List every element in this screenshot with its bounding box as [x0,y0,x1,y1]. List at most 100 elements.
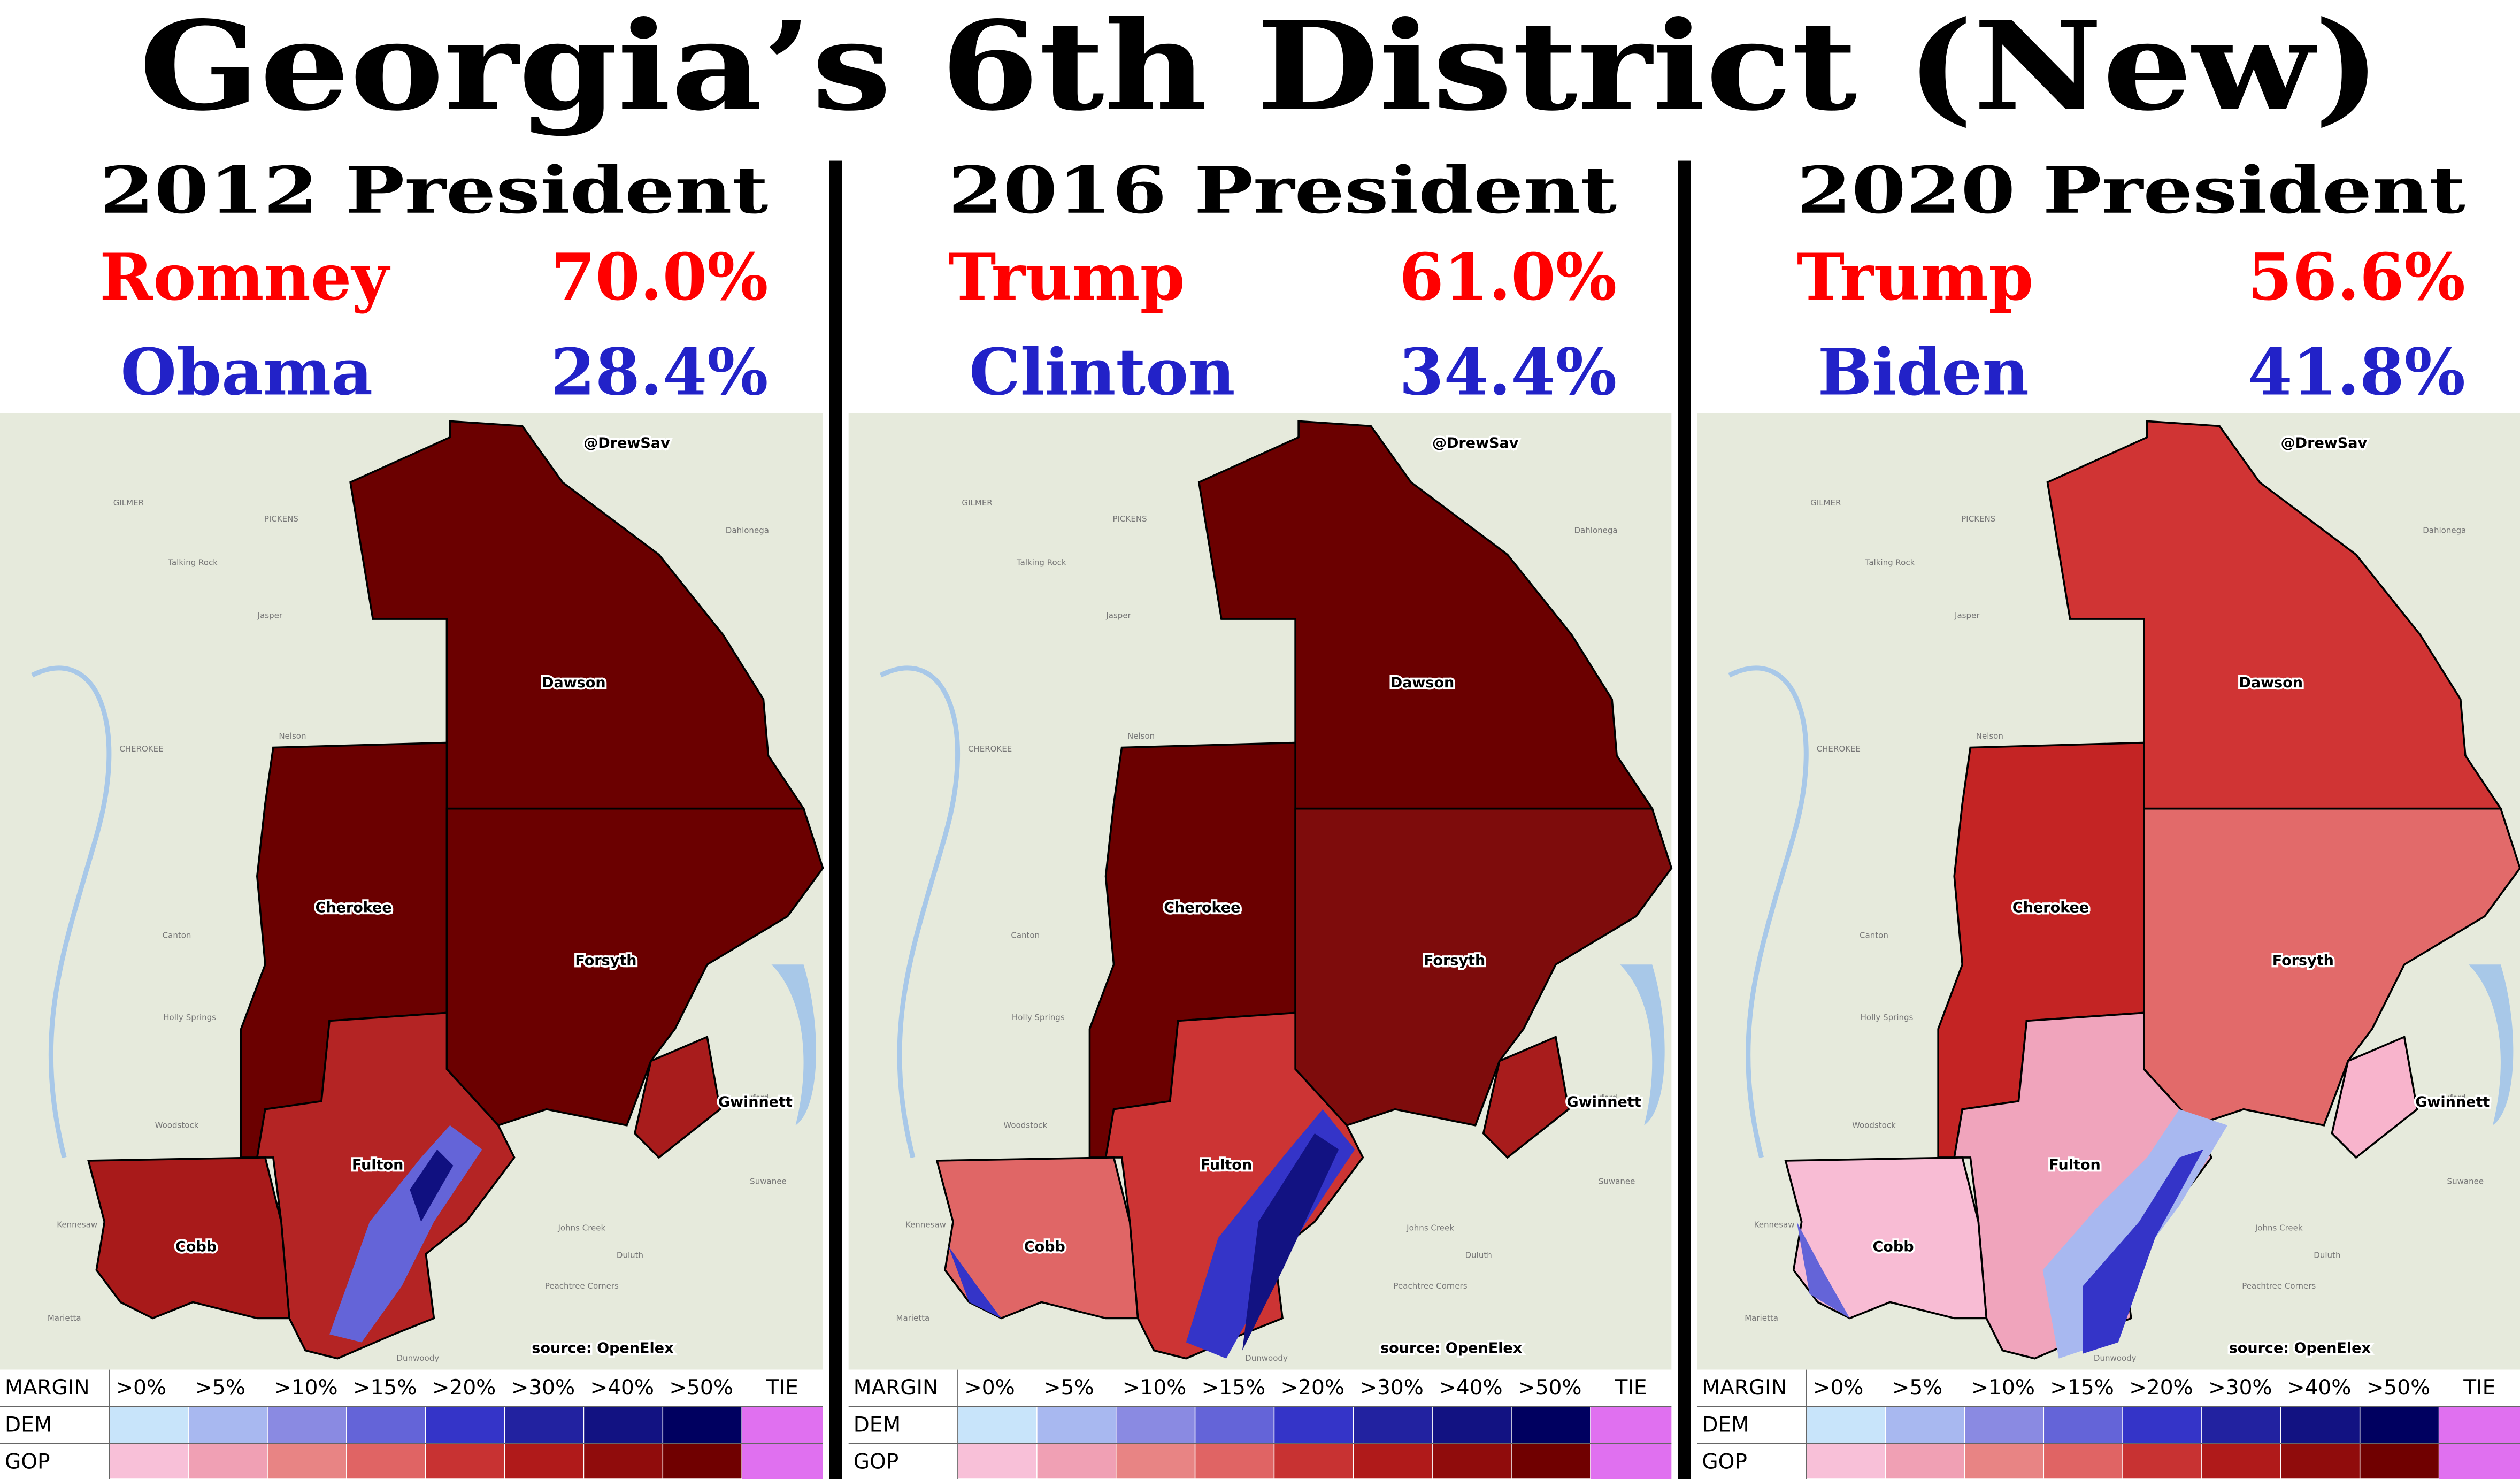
basemap-label: Dahlonega [1574,525,1617,535]
map: GILMER PICKENS Talking Rock Jasper CHEROKEE N… [848,413,1673,1370]
county-label: Forsyth [1424,953,1485,969]
county-label: Cherokee [1164,900,1240,916]
basemap-label: Marietta [48,1313,81,1323]
legend-swatch [1885,1406,1965,1444]
legend-swatch [2280,1443,2361,1479]
basemap-label: Suwanee [750,1176,787,1186]
legend-swatch [1036,1443,1117,1479]
panel-heading: 2020 President [1797,153,2465,228]
basemap-label: Talking Rock [1016,557,1066,567]
basemap-label: Canton [1011,931,1040,940]
legend-bin: >30% [1359,1376,1424,1400]
basemap-label: CHEROKEE [968,744,1012,754]
legend-swatch [1036,1406,1117,1444]
legend-swatch [1590,1406,1672,1479]
basemap-label: Canton [163,931,191,940]
divider [1678,160,1691,1479]
legend-bin: >5% [195,1376,245,1400]
river [879,665,961,1159]
divider [829,160,842,1479]
legend-grid [0,1369,823,1479]
legend-bin: >50% [669,1376,733,1400]
dem-name: Obama [120,334,373,410]
watermark: @DrewSav [1432,435,1519,451]
basemap-label: PICKENS [264,514,298,524]
basemap-label: Johns Creek [557,1223,605,1233]
basemap-label: Duluth [1465,1251,1492,1260]
legend-bin: >15% [353,1376,417,1400]
county [2046,420,2503,810]
county-label: Cherokee [316,900,392,916]
legend-swatch [504,1443,585,1479]
legend-tie: TIE [1615,1376,1647,1400]
legend-bin: >10% [1971,1376,2035,1400]
legend-swatch [504,1406,585,1444]
legend-swatch [1511,1443,1591,1479]
legend-swatch [957,1443,1038,1479]
legend-swatch [2201,1443,2281,1479]
basemap-label: Woodstock [1003,1120,1047,1130]
legend-swatch [1432,1406,1512,1444]
county-label: Cobb [1024,1239,1065,1255]
precinct-area [2083,1149,2203,1354]
basemap-label: Talking Rock [167,557,218,567]
legend: MARGIN DEM GOP >0% >5% >10% >15% >20% >30% >40% >5… [1697,1369,2520,1479]
legend-gop: GOP [854,1450,899,1474]
basemap-label: Kennesaw [905,1220,946,1230]
legend-swatch [425,1406,505,1444]
legend-grid [1697,1369,2520,1479]
county [1197,420,1654,810]
legend-swatch [583,1443,664,1479]
legend-swatch [1885,1443,1965,1479]
legend-swatch [267,1443,347,1479]
basemap-label: Peachtree Corners [1394,1281,1468,1291]
legend-bin: >20% [1280,1376,1344,1400]
legend-swatch [2439,1406,2520,1479]
precinct-area [410,1149,454,1222]
basemap-label: PICKENS [1113,514,1147,524]
legend-swatch [109,1443,189,1479]
rep-name: Trump [948,240,1185,315]
legend-swatch [2043,1406,2123,1444]
legend-swatch [1353,1406,1433,1444]
county [87,1156,290,1320]
county [256,1011,516,1360]
county [2331,1035,2418,1159]
county-label: Fulton [1201,1156,1252,1173]
basemap-label: Dunwoody [2094,1353,2137,1363]
legend-swatch [662,1406,742,1444]
legend-header: MARGIN [1702,1376,1787,1400]
county-label: Forsyth [2272,953,2334,969]
legend-bin: >30% [2208,1376,2272,1400]
county-label: Dawson [1390,675,1455,691]
basemap-label: Dunwoody [1245,1353,1288,1363]
legend-bin: >15% [2050,1376,2114,1400]
basemap-label: Duluth [617,1251,643,1260]
county [935,1156,1139,1320]
dem-name: Biden [1818,334,2029,410]
rep-pct: 56.6% [2248,240,2465,315]
panel-heading: 2016 President [948,153,1617,228]
basemap-label: Kennesaw [57,1220,97,1230]
dem-pct: 34.4% [1399,334,1617,410]
map: GILMER PICKENS Talking Rock Jasper CHEROKEE N… [1697,413,2520,1370]
legend-bin: >50% [1518,1376,1582,1400]
legend-bin: >20% [432,1376,496,1400]
rep-name: Trump [1797,240,2034,315]
source: source: OpenElex [1380,1340,1523,1357]
basemap-label: Holly Springs [1861,1013,1914,1022]
basemap-label: Marietta [1745,1313,1778,1323]
lake [771,964,816,1125]
legend-swatch [2359,1406,2440,1444]
basemap-label: Holly Springs [1012,1013,1065,1022]
basemap-label: GILMER [1810,498,1841,508]
lake [1620,964,1665,1125]
basemap-label: GILMER [962,498,992,508]
legend-bin: >10% [274,1376,338,1400]
basemap-label: CHEROKEE [119,744,163,754]
legend-swatch [188,1443,268,1479]
basemap-label: Nelson [1976,731,2003,741]
